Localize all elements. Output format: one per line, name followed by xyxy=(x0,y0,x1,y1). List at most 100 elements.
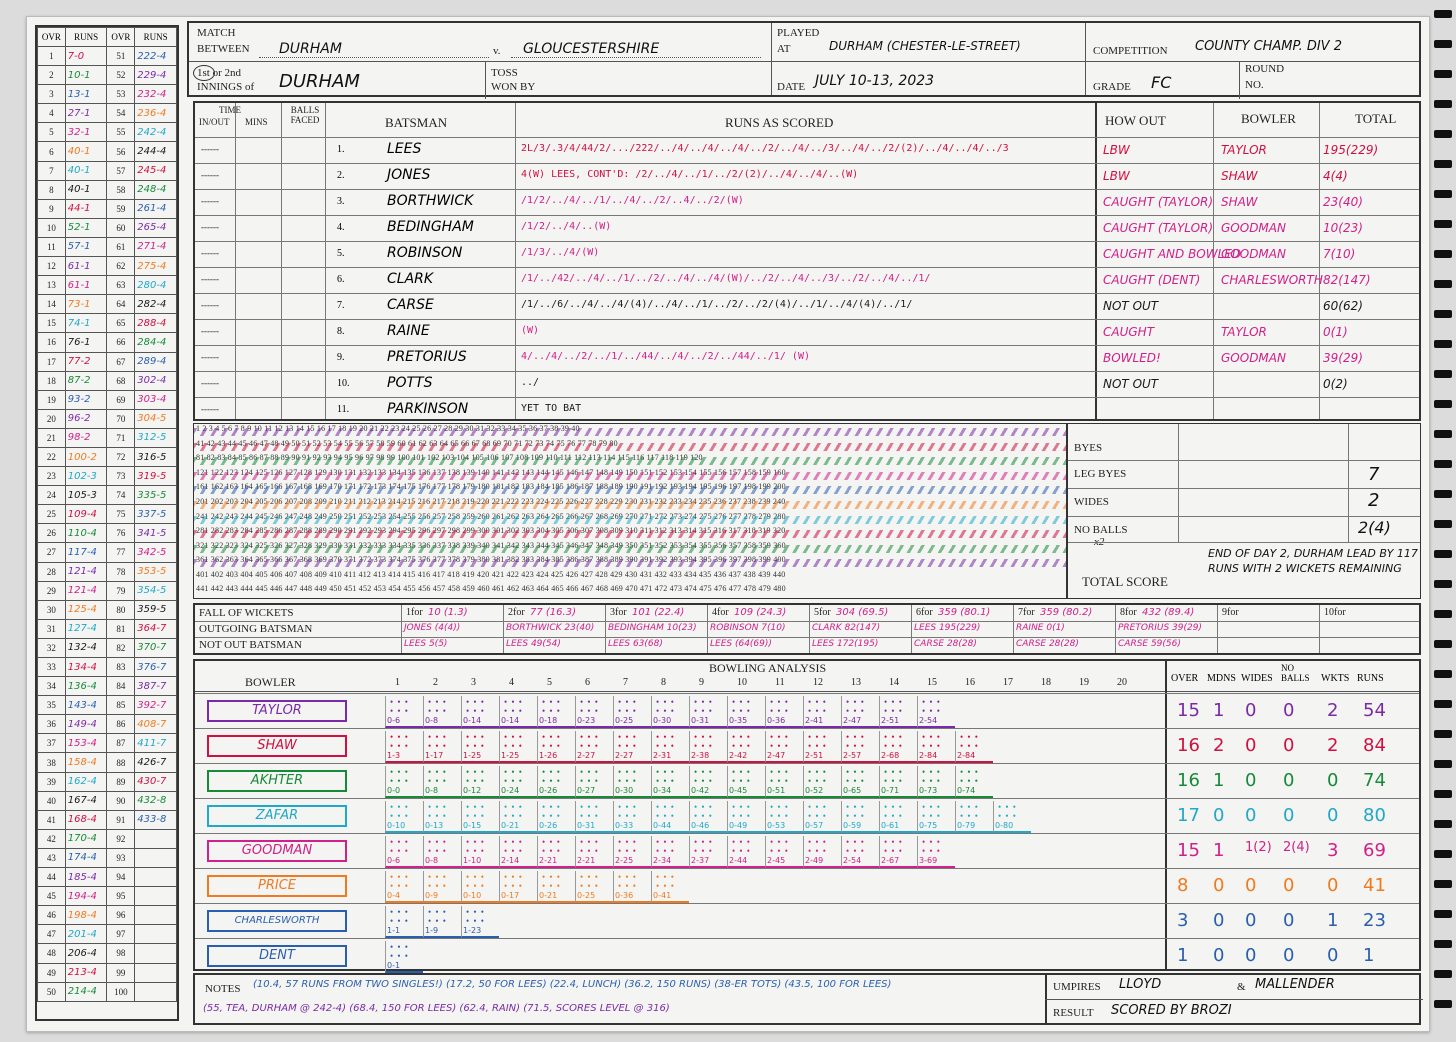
bowler-overs: 16 xyxy=(1177,770,1200,791)
over-cumulative: 0-59 xyxy=(843,821,862,830)
spiral-ring xyxy=(1434,760,1452,768)
batsman-total: 7(10) xyxy=(1323,247,1356,261)
over-cell: • • • • • • 1-3 xyxy=(385,731,423,763)
over-cumulative: 1-3 xyxy=(387,751,401,760)
run-tally-grid: 1 2 3 4 5 6 7 8 9 10 11 12 13 14 15 16 1… xyxy=(193,423,1067,599)
progression-row: 49 213-4 99 xyxy=(37,962,177,983)
score-value: 77-2 xyxy=(64,351,108,372)
over-number: 80 xyxy=(106,599,136,620)
no-balls-label: NO BALLS xyxy=(1074,524,1128,536)
batsman-name: PARKINSON xyxy=(387,401,469,417)
bowling-stat-header: OVER xyxy=(1171,673,1199,684)
over-column-number: 12 xyxy=(813,677,823,688)
score-value: 282-4 xyxy=(134,294,177,315)
over-number: 72 xyxy=(106,446,136,468)
toss-label: TOSS xyxy=(491,67,518,79)
over-cell: • • • • • • 0-24 xyxy=(499,766,537,798)
over-number: 40 xyxy=(37,790,66,811)
over-cumulative: 0-12 xyxy=(463,786,482,795)
spiral-ring xyxy=(1434,370,1452,378)
over-number: 27 xyxy=(37,542,66,563)
spiral-ring xyxy=(1434,400,1452,408)
fow-column: 5for 304 (69.5) CLARK 82(147) LEES 172(195) xyxy=(809,605,912,653)
score-value: 288-4 xyxy=(134,313,177,334)
score-value: 61-1 xyxy=(64,275,108,296)
over-cumulative: 0-25 xyxy=(615,716,634,725)
spiral-ring xyxy=(1434,730,1452,738)
over-number: 70 xyxy=(106,408,136,429)
over-number: 47 xyxy=(37,924,66,945)
score-value: 304-5 xyxy=(134,408,177,429)
bowling-title: BOWLING ANALYSIS xyxy=(709,661,827,675)
runs-scored: ../ xyxy=(521,377,540,388)
score-value: 174-4 xyxy=(64,847,108,869)
score-value xyxy=(134,828,177,849)
tally-strike xyxy=(194,457,1066,466)
score-value: 127-4 xyxy=(64,618,108,639)
over-cell: • • • • • • 0-9 xyxy=(423,871,461,903)
over-cell: • • • • • • 2-34 xyxy=(651,836,689,868)
over-number: 92 xyxy=(106,828,136,849)
bowler-wkts: 3 xyxy=(1327,840,1339,861)
score-value: 201-4 xyxy=(64,924,108,945)
progression-row: 48 206-4 98 xyxy=(37,943,177,964)
score-value: 376-7 xyxy=(134,656,177,678)
fow-wicket-label: 1for xyxy=(406,607,423,618)
over-cumulative: 1-25 xyxy=(501,751,520,760)
over-cell: • • • • • • 0-10 xyxy=(385,801,423,833)
over-number: 65 xyxy=(106,313,136,334)
over-number: 25 xyxy=(37,504,66,525)
progression-table: OVR RUNS OVR RUNS 1 7-0 51 222-4 2 10-1 52 229-4 3 1… xyxy=(35,25,179,1021)
how-out: NOT OUT xyxy=(1103,299,1159,313)
bowler-name: ZAFAR xyxy=(207,805,347,827)
score-value xyxy=(134,924,177,945)
batsman-number: 7. xyxy=(337,300,345,311)
over-cumulative: 0-53 xyxy=(767,821,786,830)
over-cumulative: 0-23 xyxy=(577,716,596,725)
batsman-number: 3. xyxy=(337,196,345,207)
time-label: TIME xyxy=(219,105,241,115)
fow-notout: LEES 172(195) xyxy=(812,639,879,649)
progression-header: RUNS xyxy=(64,27,108,47)
over-cumulative: 2-54 xyxy=(843,856,862,865)
batsman-number: 8. xyxy=(337,326,345,337)
over-cell: • • • • • • 1-1 xyxy=(385,906,423,938)
grade-label: GRADE xyxy=(1093,81,1131,93)
progression-row: 11 57-1 61 271-4 xyxy=(37,236,177,258)
over-cell: • • • • • • 0-15 xyxy=(461,801,499,833)
fow-notout: CARSE 59(56) xyxy=(1118,639,1181,649)
fow-column: 6for 359 (80.1) LEES 195(229) CARSE 28(28) xyxy=(911,605,1014,653)
bowler-wkts: 0 xyxy=(1327,770,1339,791)
score-value: 302-4 xyxy=(134,370,177,391)
bowling-analysis: BOWLING ANALYSIS BOWLER 1 2 3 4 5 6 7 8 9 10 11 12 1… xyxy=(193,659,1421,973)
tally-strike xyxy=(194,471,1066,480)
over-number: 76 xyxy=(106,523,136,544)
over-number: 55 xyxy=(106,122,136,143)
runs-scored: (W) xyxy=(521,325,540,336)
over-number: 31 xyxy=(37,618,66,639)
score-value xyxy=(134,981,177,1002)
score-value: 261-4 xyxy=(134,198,177,219)
over-number: 20 xyxy=(37,408,66,429)
over-cell: • • • • • • 0-0 xyxy=(385,766,423,798)
score-value: 229-4 xyxy=(134,65,177,86)
over-number: 64 xyxy=(106,294,136,315)
score-value: 364-7 xyxy=(134,618,177,639)
over-number: 30 xyxy=(37,599,66,620)
bowler-wkts: 0 xyxy=(1327,875,1339,896)
bowler-wides: 1(2) xyxy=(1245,840,1272,855)
over-number: 86 xyxy=(106,714,136,735)
score-value: 96-2 xyxy=(64,408,108,429)
over-cell: • • • • • • 1-25 xyxy=(499,731,537,763)
over-cell: • • • • • • 1-25 xyxy=(461,731,499,763)
bowler-runs: 54 xyxy=(1363,700,1386,721)
how-out: CAUGHT AND BOWLED xyxy=(1103,247,1242,261)
innings-team: DURHAM xyxy=(279,71,360,92)
over-column-number: 2 xyxy=(433,677,438,688)
how-out: NOT OUT xyxy=(1103,377,1159,391)
over-cumulative: 0-41 xyxy=(653,891,672,900)
result-label: RESULT xyxy=(1053,1007,1094,1019)
dismissal-bowler: GOODMAN xyxy=(1221,351,1286,365)
over-cumulative: 2-14 xyxy=(501,856,520,865)
bowler-runs: 80 xyxy=(1363,805,1386,826)
